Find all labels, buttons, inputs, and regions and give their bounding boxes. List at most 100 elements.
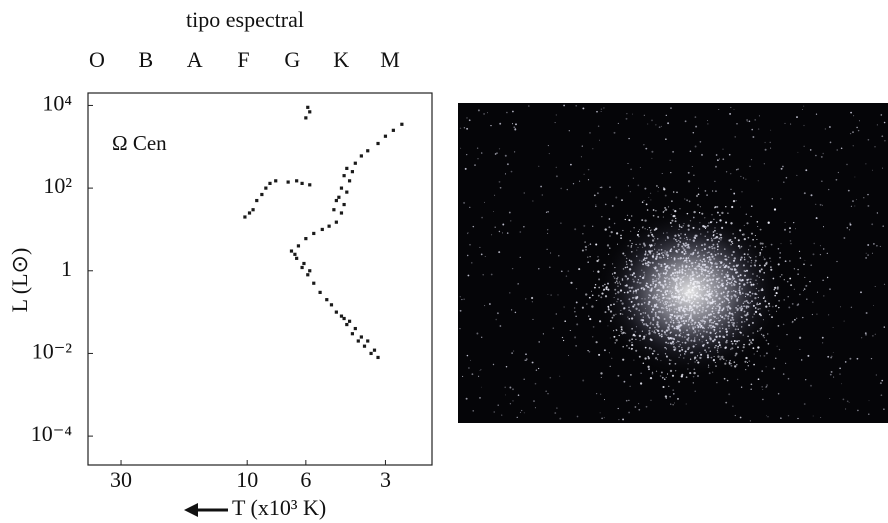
star	[643, 199, 645, 202]
star	[589, 132, 591, 134]
star	[812, 253, 815, 256]
star	[627, 185, 629, 187]
star	[695, 194, 699, 198]
star	[506, 163, 509, 166]
star	[596, 259, 599, 263]
star	[521, 409, 523, 412]
star	[745, 178, 747, 180]
star	[826, 276, 829, 279]
star	[514, 128, 517, 131]
star	[595, 204, 597, 206]
star	[688, 200, 691, 203]
star	[600, 111, 602, 112]
star	[821, 204, 823, 206]
point	[264, 186, 268, 190]
star	[603, 107, 605, 109]
star	[484, 256, 486, 257]
star	[626, 113, 628, 115]
star	[687, 180, 691, 183]
star	[876, 124, 879, 126]
star	[695, 125, 698, 128]
star	[617, 407, 619, 410]
star	[504, 386, 506, 389]
star	[723, 377, 726, 380]
star	[803, 403, 806, 405]
star	[805, 379, 807, 381]
star	[882, 225, 884, 227]
star	[622, 418, 625, 421]
star	[628, 399, 630, 401]
star	[547, 145, 549, 147]
star	[865, 333, 867, 336]
y-tick-label: 10⁻²	[32, 338, 73, 363]
star	[582, 107, 585, 110]
star	[587, 261, 589, 263]
star	[481, 336, 483, 338]
star	[505, 394, 506, 396]
star	[865, 163, 867, 165]
star	[601, 417, 603, 420]
point	[325, 298, 329, 302]
star	[524, 359, 526, 361]
star	[505, 365, 508, 368]
star	[531, 296, 534, 300]
star	[462, 375, 464, 377]
star	[798, 336, 802, 339]
star	[823, 295, 825, 297]
spectral-type: K	[333, 47, 349, 72]
annotation: Ω Cen	[112, 131, 167, 155]
star	[511, 352, 513, 354]
star	[596, 393, 598, 395]
star	[812, 301, 814, 303]
star	[728, 393, 731, 396]
star	[867, 204, 870, 207]
star	[660, 125, 662, 127]
star	[843, 237, 846, 239]
spectral-type: M	[380, 47, 400, 72]
star	[852, 145, 854, 147]
star	[788, 231, 791, 233]
star	[740, 386, 743, 388]
point	[369, 351, 373, 356]
star	[779, 252, 781, 254]
point	[334, 310, 338, 314]
point	[306, 273, 310, 277]
star	[513, 151, 516, 153]
star	[812, 415, 814, 417]
star	[564, 320, 567, 323]
point	[327, 224, 331, 228]
star	[826, 252, 828, 255]
star	[467, 274, 470, 277]
star	[512, 110, 514, 113]
star	[463, 201, 466, 204]
star	[538, 341, 541, 343]
star	[574, 228, 577, 231]
star	[761, 386, 763, 388]
star	[592, 336, 594, 338]
star	[641, 201, 644, 203]
star	[757, 225, 759, 228]
star	[764, 148, 767, 151]
star	[837, 171, 840, 174]
star	[883, 121, 886, 124]
star	[657, 190, 659, 192]
star	[839, 306, 842, 308]
star	[673, 393, 675, 395]
star	[547, 293, 549, 295]
star	[784, 260, 787, 263]
star	[484, 305, 486, 307]
point	[243, 215, 247, 219]
star	[501, 414, 503, 416]
star	[692, 382, 694, 384]
star	[802, 316, 804, 319]
star	[574, 311, 576, 313]
star	[586, 303, 588, 305]
star	[511, 123, 514, 125]
star	[467, 232, 469, 233]
star	[777, 325, 780, 327]
star	[766, 415, 767, 417]
star	[628, 137, 630, 140]
star	[540, 185, 542, 188]
star	[733, 192, 736, 195]
star	[560, 222, 562, 224]
